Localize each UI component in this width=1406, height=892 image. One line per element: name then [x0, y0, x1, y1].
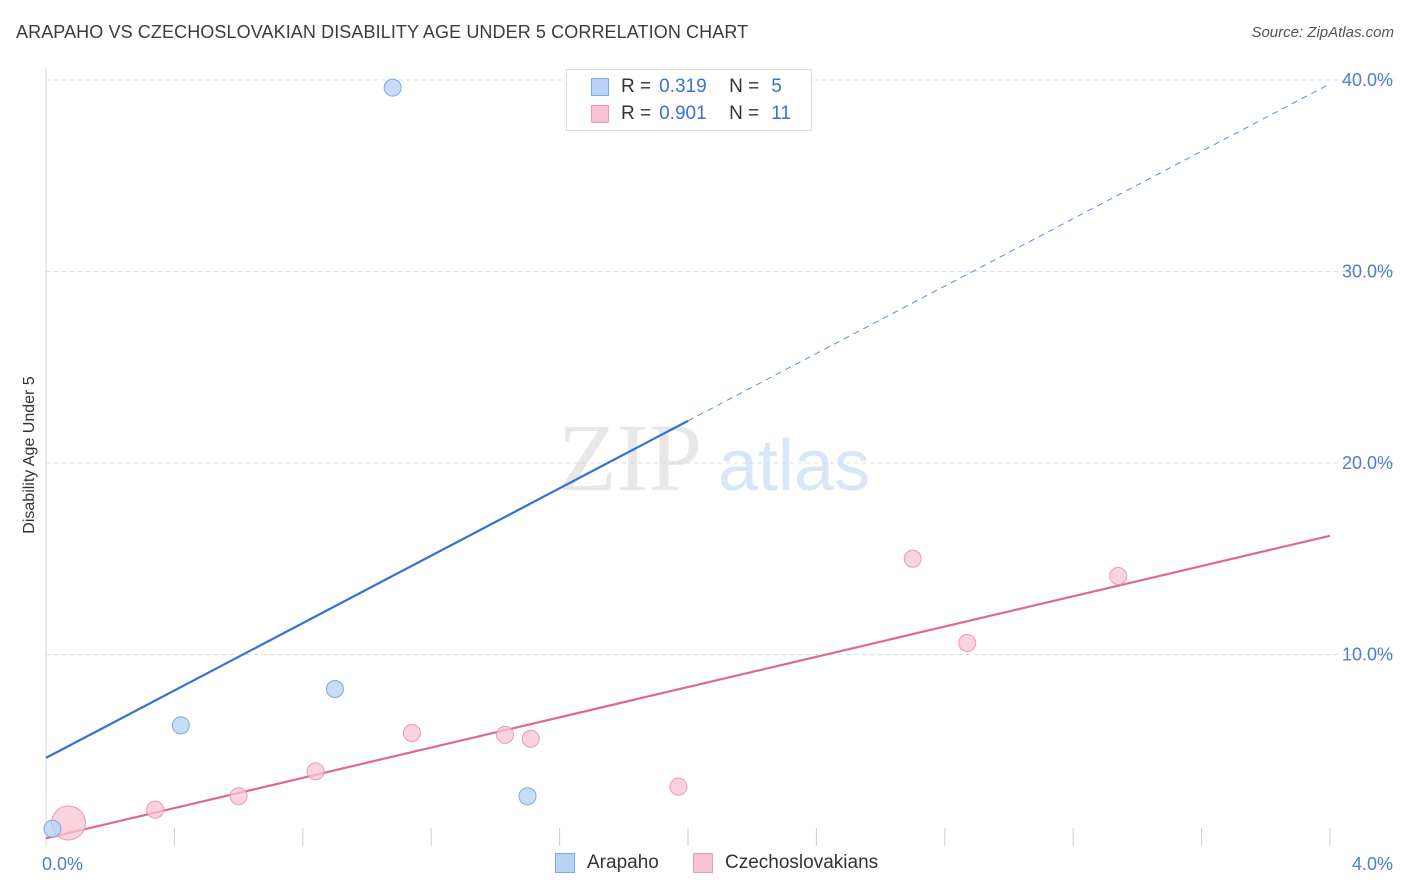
data-points [43, 78, 1128, 841]
czech-point [496, 725, 515, 744]
czech-point [958, 634, 977, 653]
bottom-legend-czech: Czechoslovakians [693, 852, 878, 874]
y-tick-label: 10.0% [1342, 645, 1393, 665]
n-label: N = [729, 76, 760, 97]
x-tick-label: 4.0% [1352, 854, 1393, 874]
r-label: R = [621, 76, 652, 97]
arapaho-trend-extension [687, 83, 1331, 422]
arapaho-point [325, 679, 344, 698]
r-value: 0.901 [659, 103, 707, 124]
legend-row-czech: R = 0.901 N = 11 [591, 102, 791, 126]
czech-swatch [591, 105, 609, 123]
n-value: 5 [771, 76, 782, 97]
czech-point [146, 800, 165, 819]
tick-labels: 10.0% 20.0% 30.0% 40.0% 0.0% 4.0% [42, 70, 1393, 874]
trend-lines [45, 83, 1331, 840]
arapaho-point [43, 819, 62, 838]
czech-point [521, 729, 540, 748]
czech-point [402, 724, 421, 743]
legend-row-arapaho: R = 0.319 N = 5 [591, 75, 782, 99]
czech-point [903, 549, 922, 568]
stats-legend: R = 0.319 N = 5 R = 0.901 N = 11 [566, 69, 812, 131]
bottom-legend-arapaho: Arapaho [555, 852, 659, 874]
x-tick-label: 0.0% [42, 854, 83, 874]
n-label: N = [729, 103, 760, 124]
arapaho-swatch [555, 853, 575, 873]
r-label: R = [621, 103, 652, 124]
czech-point [1109, 566, 1128, 585]
arapaho-trend-line [45, 419, 689, 759]
y-axis-label: Disability Age Under 5 [21, 376, 38, 534]
czech-point [669, 777, 688, 796]
arapaho-swatch [591, 78, 609, 96]
watermark: ZIP atlas [558, 404, 870, 511]
y-tick-label: 30.0% [1342, 262, 1393, 282]
arapaho-point [518, 787, 537, 806]
chart-title: ARAPAHO VS CZECHOSLOVAKIAN DISABILITY AG… [16, 22, 749, 42]
czech-point [229, 787, 248, 806]
watermark-zip: ZIP [558, 404, 702, 511]
arapaho-point [171, 716, 190, 735]
axes [45, 68, 1331, 846]
czech-trend-line [45, 534, 1331, 840]
czech-point [306, 762, 325, 781]
r-value: 0.319 [659, 76, 707, 97]
czech-label: Czechoslovakians [725, 852, 879, 873]
source-label: Source: ZipAtlas.com [1251, 24, 1394, 41]
y-tick-label: 40.0% [1342, 70, 1393, 90]
czech-swatch [693, 853, 713, 873]
y-tick-label: 20.0% [1342, 453, 1393, 473]
arapaho-label: Arapaho [587, 852, 659, 873]
n-value: 11 [771, 103, 791, 124]
arapaho-point [383, 78, 402, 97]
watermark-atlas: atlas [718, 426, 870, 506]
